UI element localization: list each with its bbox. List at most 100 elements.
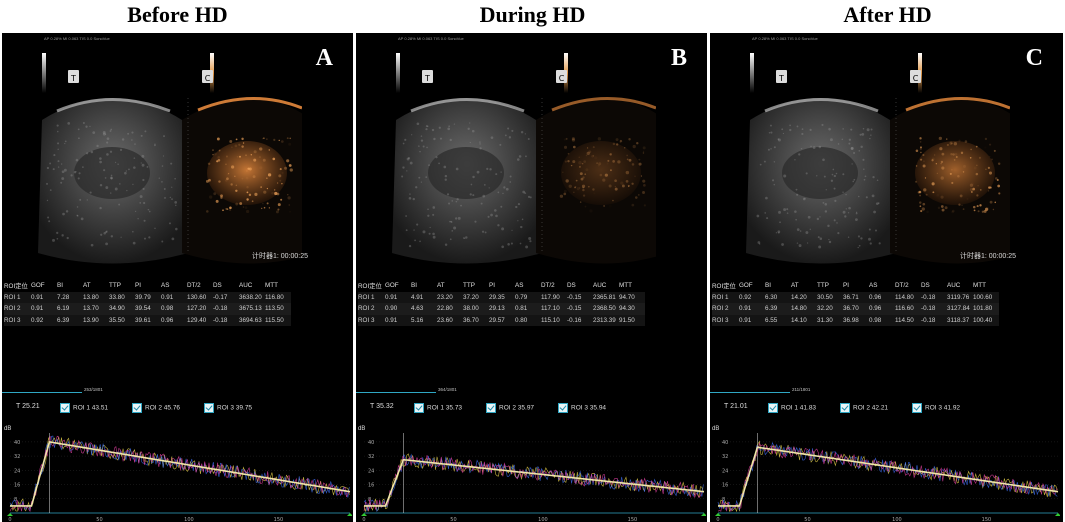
b-mode-speckle [786, 208, 789, 211]
b-mode-speckle [842, 128, 844, 130]
b-mode-speckle [778, 232, 780, 234]
contrast-speckle [585, 154, 588, 157]
roi-toggle-1[interactable]: ROI 1 43.51 [60, 403, 108, 413]
timeline-bar[interactable] [2, 389, 82, 393]
contrast-speckle [964, 140, 968, 143]
contrast-speckle [574, 185, 577, 188]
contrast-speckle [607, 159, 610, 162]
table-cell: 6.39 [57, 314, 83, 326]
b-mode-speckle [109, 130, 112, 132]
b-mode-speckle [850, 146, 854, 150]
b-mode-speckle [767, 148, 770, 151]
table-row[interactable]: ROI 1 0.92 6.30 14.20 30.50 36.71 0.96 114.80 -0… [712, 291, 999, 303]
contrast-speckle [628, 138, 631, 141]
contrast-speckle [616, 143, 619, 146]
roi-toggle-2[interactable]: ROI 2 35.97 [486, 403, 534, 413]
contrast-speckle [579, 172, 583, 176]
checkbox-checked-icon[interactable] [558, 403, 568, 413]
contrast-speckle [950, 153, 953, 156]
b-mode-speckle [870, 134, 872, 136]
b-mode-speckle [161, 240, 164, 243]
roi-toggle-2[interactable]: ROI 2 42.21 [840, 403, 888, 413]
contrast-speckle [609, 205, 612, 208]
contrast-speckle [565, 137, 568, 140]
b-mode-kidney [428, 147, 504, 199]
column-title-after: After HD [843, 2, 932, 27]
b-mode-speckle [877, 202, 880, 204]
roi-1-trace [717, 440, 1058, 513]
checkbox-checked-icon[interactable] [912, 403, 922, 413]
b-mode-speckle [454, 217, 458, 220]
checkbox-checked-icon[interactable] [204, 403, 214, 413]
table-row[interactable]: ROI 3 0.91 5.16 23.60 36.70 29.57 0.80 115.10 -0… [358, 314, 645, 326]
table-row[interactable]: ROI 2 0.91 6.19 13.70 34.90 39.54 0.98 127.20 -0… [4, 303, 291, 315]
contrast-speckle [941, 208, 945, 212]
roi-toggle-1[interactable]: ROI 1 41.83 [768, 403, 816, 413]
b-mode-speckle [78, 137, 80, 140]
table-row[interactable]: ROI 3 0.92 6.39 13.90 35.50 39.61 0.96 129.40 -0… [4, 314, 291, 326]
b-mode-speckle [868, 237, 871, 241]
roi-toggle-2[interactable]: ROI 2 45.76 [132, 403, 180, 413]
b-mode-speckle [161, 165, 164, 167]
table-row[interactable]: ROI 1 0.91 4.91 23.20 37.20 29.35 0.79 117.90 -0… [358, 291, 645, 303]
contrast-speckle [915, 149, 919, 152]
b-mode-speckle [524, 133, 526, 135]
contrast-speckle [217, 156, 221, 159]
roi-toggle-3[interactable]: ROI 3 41.92 [912, 403, 960, 413]
contrast-speckle [987, 166, 991, 170]
table-row[interactable]: ROI 2 0.90 4.63 22.80 38.00 29.13 0.81 117.10 -0… [358, 303, 645, 315]
b-mode-speckle [449, 138, 452, 142]
contrast-speckle [220, 194, 223, 198]
roi-toggle-3[interactable]: ROI 3 35.94 [558, 403, 606, 413]
b-mode-speckle [812, 146, 816, 149]
table-cell: 38.00 [463, 303, 489, 315]
contrast-speckle [628, 185, 630, 188]
contrast-echo-band [551, 96, 656, 112]
table-row[interactable]: ROI 3 0.91 6.55 14.10 31.30 36.98 0.98 114.50 -0… [712, 314, 999, 326]
checkbox-checked-icon[interactable] [768, 403, 778, 413]
b-mode-speckle [795, 218, 797, 221]
roi-toggle-1[interactable]: ROI 1 35.73 [414, 403, 462, 413]
contrast-speckle [267, 173, 272, 177]
contrast-speckle [235, 138, 238, 141]
roi-toggle-3[interactable]: ROI 3 39.75 [204, 403, 252, 413]
timeline-bar[interactable] [710, 389, 790, 393]
table-cell: 0.91 [385, 314, 411, 326]
checkbox-checked-icon[interactable] [840, 403, 850, 413]
roi-label: ROI 2 42.21 [853, 404, 889, 412]
contrast-speckle [578, 161, 582, 165]
checkbox-checked-icon[interactable] [60, 403, 70, 413]
b-mode-speckle [504, 134, 507, 137]
contrast-speckle [594, 156, 597, 159]
contrast-speckle [960, 173, 962, 175]
b-mode-kidney [74, 147, 150, 199]
table-header-cell: GOF [385, 282, 399, 290]
b-mode-speckle [61, 234, 64, 237]
table-cell: ROI 2 [712, 303, 739, 315]
contrast-speckle [246, 191, 249, 194]
b-mode-speckle [871, 194, 875, 198]
b-mode-speckle [456, 198, 459, 201]
checkbox-checked-icon[interactable] [486, 403, 496, 413]
b-mode-speckle [63, 168, 67, 172]
table-cell: 23.60 [437, 314, 463, 326]
table-row[interactable]: ROI 2 0.91 6.39 14.80 32.20 36.70 0.96 116.60 -0… [712, 303, 999, 315]
contrast-speckle [212, 153, 214, 156]
table-cell: 127.20 [187, 303, 213, 315]
table-row[interactable]: ROI 1 0.91 7.28 13.80 33.80 39.79 0.91 130.60 -0… [4, 291, 291, 303]
timeline-bar[interactable] [356, 389, 436, 393]
acquisition-header: AP 0.28% MI 0.063 TIS 0.0 SonoVue [752, 36, 818, 41]
table-cell: 0.96 [869, 303, 895, 315]
checkbox-checked-icon[interactable] [414, 403, 424, 413]
b-mode-speckle [146, 166, 149, 168]
checkbox-checked-icon[interactable] [132, 403, 142, 413]
b-mode-speckle [142, 187, 145, 190]
contrast-speckle [609, 153, 611, 156]
contrast-speckle [638, 194, 640, 196]
b-mode-speckle [848, 138, 851, 141]
b-mode-speckle [794, 159, 796, 161]
b-mode-speckle [507, 127, 510, 130]
b-mode-speckle [174, 201, 178, 204]
